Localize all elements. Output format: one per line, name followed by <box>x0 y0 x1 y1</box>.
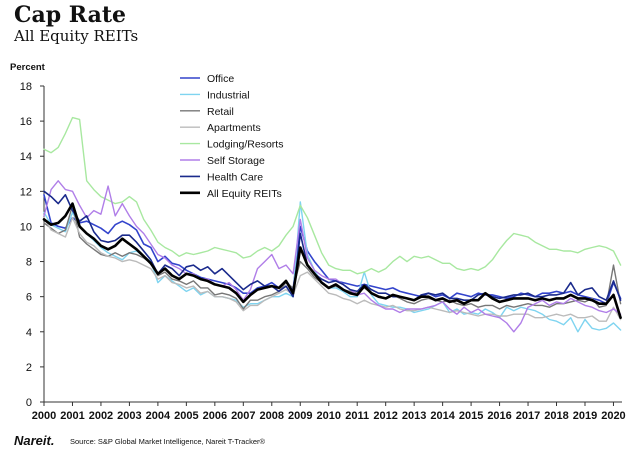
y-tick-label: 10 <box>20 221 32 233</box>
legend-label-office: Office <box>207 73 234 85</box>
chart-title: Cap Rate <box>14 2 127 28</box>
y-tick-label: 0 <box>26 397 32 409</box>
x-tick-label: 2011 <box>345 410 369 422</box>
x-tick-label: 2009 <box>288 410 312 422</box>
x-tick-label: 2003 <box>117 410 141 422</box>
series-line-health-care <box>43 190 622 302</box>
x-tick-label: 2013 <box>402 410 426 422</box>
x-tick-label: 2018 <box>544 410 568 422</box>
x-tick-label: 2001 <box>60 410 84 422</box>
series-line-self-storage <box>43 180 622 333</box>
axes: Percent 0 2 4 6 8 10 12 14 16 18 2000 2001 2002 2003 20… <box>10 62 626 422</box>
x-tick-label: 2016 <box>487 410 511 422</box>
chart-subtitle: All Equity REITs <box>14 27 139 45</box>
y-tick-label: 6 <box>26 292 32 304</box>
legend-label-health-care: Health Care <box>207 171 263 183</box>
x-tick-label: 2006 <box>203 410 227 422</box>
x-tick-label: 2008 <box>260 410 284 422</box>
x-tick-label: 2012 <box>373 410 397 422</box>
x-tick-label: 2020 <box>601 410 625 422</box>
legend-label-apartments: Apartments <box>207 122 261 134</box>
y-tick-label: 12 <box>20 186 32 198</box>
y-tick-label: 4 <box>26 327 32 339</box>
nareit-logo: Nareit. <box>14 433 55 448</box>
x-tick-label: 2000 <box>32 410 56 422</box>
x-tick-label: 2010 <box>316 410 340 422</box>
source-note: Source: S&P Global Market Intelligence, … <box>70 437 266 446</box>
y-axis-label: Percent <box>10 62 46 73</box>
x-tick-label: 2007 <box>231 410 255 422</box>
y-tick-label: 2 <box>26 362 32 374</box>
legend-label-self-storage: Self Storage <box>207 155 265 167</box>
legend-label-all-equity-reits: All Equity REITs <box>207 188 282 200</box>
y-tick-label: 18 <box>20 81 32 93</box>
legend: Office Industrial Retail Apartments Lodging/… <box>180 73 283 200</box>
legend-label-industrial: Industrial <box>207 89 250 101</box>
series-lines <box>42 116 622 333</box>
x-tick-label: 2017 <box>516 410 540 422</box>
legend-label-retail: Retail <box>207 106 234 118</box>
x-tick-label: 2015 <box>459 410 483 422</box>
y-tick-label: 8 <box>26 257 32 269</box>
x-tick-label: 2005 <box>174 410 198 422</box>
x-tick-label: 2019 <box>573 410 597 422</box>
x-tick-label: 2004 <box>146 410 171 422</box>
series-line-all-equity-reits <box>42 202 622 320</box>
y-tick-label: 14 <box>20 151 32 163</box>
legend-label-lodging-resorts: Lodging/Resorts <box>207 139 283 151</box>
x-tick-label: 2002 <box>89 410 113 422</box>
x-tick-label: 2014 <box>430 410 455 422</box>
y-tick-label: 16 <box>20 116 32 128</box>
series-line-lodging-resorts <box>43 116 622 275</box>
